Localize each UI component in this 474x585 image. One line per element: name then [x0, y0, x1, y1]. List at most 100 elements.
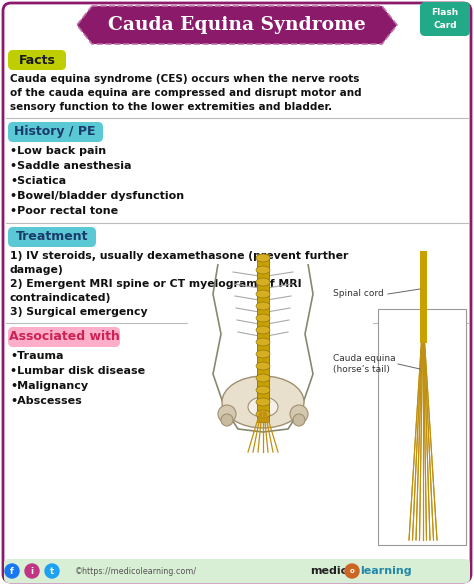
Text: Facts: Facts: [18, 53, 55, 67]
Ellipse shape: [256, 398, 270, 406]
Text: Treatment: Treatment: [16, 230, 88, 243]
Text: damage): damage): [10, 265, 64, 275]
Ellipse shape: [256, 350, 270, 358]
Point: [420, 250, 426, 257]
Point: [419, 335, 424, 342]
Point: [250, 449, 256, 456]
Point: [256, 297, 262, 304]
Point: [417, 285, 423, 292]
Bar: [188, 249, 373, 550]
Text: •Abscesses: •Abscesses: [10, 396, 82, 406]
Point: [257, 408, 263, 415]
Point: [420, 335, 426, 342]
Point: [420, 335, 426, 342]
Line: 2 pts: 2 pts: [267, 284, 292, 288]
Line: 2 pts: 2 pts: [409, 339, 421, 540]
Line: 2 pts: 2 pts: [235, 296, 259, 300]
Text: Cauda equina syndrome (CES) occurs when the nerve roots: Cauda equina syndrome (CES) occurs when …: [10, 74, 359, 84]
Circle shape: [25, 564, 39, 578]
FancyBboxPatch shape: [8, 50, 66, 70]
Point: [288, 292, 294, 300]
Point: [431, 536, 437, 543]
Point: [417, 536, 422, 543]
Point: [410, 536, 415, 543]
Line: 2 pts: 2 pts: [234, 284, 259, 288]
Ellipse shape: [256, 254, 270, 262]
Line: 2 pts: 2 pts: [412, 339, 422, 540]
Text: Cauda equina
(horse’s tail): Cauda equina (horse’s tail): [333, 355, 396, 374]
Ellipse shape: [256, 302, 270, 310]
Ellipse shape: [256, 326, 270, 334]
Line: 2 pts: 2 pts: [267, 272, 293, 276]
FancyBboxPatch shape: [8, 327, 120, 347]
Line: 2 pts: 2 pts: [253, 412, 261, 452]
Text: •Trauma: •Trauma: [10, 351, 64, 361]
Polygon shape: [77, 6, 397, 44]
Point: [420, 335, 426, 342]
Point: [417, 536, 422, 543]
Point: [255, 449, 261, 456]
Point: [413, 536, 419, 543]
Point: [265, 449, 271, 456]
Point: [427, 536, 433, 543]
Point: [233, 304, 239, 311]
Point: [427, 536, 433, 543]
Text: •Lumbar disk disease: •Lumbar disk disease: [10, 366, 145, 376]
Ellipse shape: [256, 290, 270, 298]
Point: [421, 335, 427, 342]
Text: Cauda Equina Syndrome: Cauda Equina Syndrome: [108, 16, 366, 34]
Point: [424, 536, 429, 543]
Point: [290, 269, 296, 276]
Point: [420, 335, 426, 342]
Line: 2 pts: 2 pts: [267, 296, 291, 300]
Point: [385, 291, 391, 298]
Line: 2 pts: 2 pts: [416, 339, 422, 540]
Bar: [257, 254, 269, 422]
Ellipse shape: [256, 278, 270, 286]
Text: t: t: [50, 566, 54, 576]
Point: [421, 335, 427, 342]
Line: 2 pts: 2 pts: [267, 308, 290, 312]
Point: [420, 250, 426, 257]
Line: 2 pts: 2 pts: [236, 308, 259, 312]
Point: [395, 360, 401, 367]
Circle shape: [45, 564, 59, 578]
Point: [256, 332, 262, 339]
Circle shape: [345, 564, 359, 578]
Point: [419, 335, 425, 342]
Text: Flash: Flash: [431, 8, 459, 18]
Line: 2 pts: 2 pts: [409, 339, 421, 540]
Point: [421, 335, 427, 342]
Point: [275, 449, 281, 456]
Point: [424, 536, 429, 543]
Point: [419, 335, 425, 342]
Ellipse shape: [221, 414, 233, 426]
Point: [235, 329, 241, 336]
Point: [264, 332, 270, 339]
Text: i: i: [30, 566, 34, 576]
Line: 2 pts: 2 pts: [264, 412, 268, 452]
Line: 2 pts: 2 pts: [424, 339, 434, 540]
Point: [245, 449, 251, 456]
Point: [264, 321, 270, 328]
Text: •Low back pain: •Low back pain: [10, 146, 106, 156]
Line: 2 pts: 2 pts: [416, 339, 422, 540]
Ellipse shape: [256, 266, 270, 274]
Point: [230, 269, 236, 276]
Point: [256, 308, 262, 315]
Point: [419, 335, 424, 342]
Ellipse shape: [256, 386, 270, 394]
Text: •Poor rectal tone: •Poor rectal tone: [10, 206, 118, 216]
Ellipse shape: [290, 405, 308, 423]
Bar: [378, 309, 466, 545]
Ellipse shape: [256, 374, 270, 382]
Point: [419, 335, 425, 342]
Point: [421, 335, 427, 342]
Point: [258, 408, 264, 415]
Point: [406, 536, 412, 543]
Point: [434, 536, 440, 543]
Point: [289, 280, 295, 287]
FancyBboxPatch shape: [8, 122, 103, 142]
Point: [434, 536, 440, 543]
Point: [261, 408, 267, 415]
